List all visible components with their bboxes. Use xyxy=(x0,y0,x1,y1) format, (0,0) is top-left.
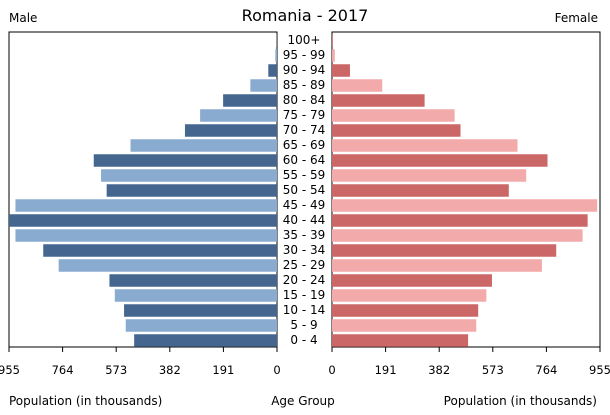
male-bar-19 xyxy=(125,319,277,332)
age-label-13: 35 - 39 xyxy=(283,228,326,242)
female-bar-18 xyxy=(332,304,479,317)
female-tick-label-0: 0 xyxy=(328,363,335,377)
male-bar-12 xyxy=(9,214,277,227)
female-bar-1 xyxy=(332,49,335,62)
female-tick-label-1: 191 xyxy=(375,363,397,377)
male-bar-17 xyxy=(114,289,277,302)
age-label-8: 60 - 64 xyxy=(283,153,326,167)
female-bar-8 xyxy=(332,154,548,167)
male-bars xyxy=(9,34,278,347)
male-axis-title: Population (in thousands) xyxy=(9,394,162,408)
female-bar-12 xyxy=(332,214,588,227)
male-bar-14 xyxy=(43,244,277,257)
center-axis-title: Age Group xyxy=(271,394,335,408)
female-tick-label-3: 573 xyxy=(482,363,504,377)
male-axis-ticks: 955 764 573 382 191 0 xyxy=(0,347,281,377)
female-side-label: Female xyxy=(555,11,598,25)
male-bar-13 xyxy=(15,229,278,242)
female-tick-label-2: 382 xyxy=(428,363,450,377)
female-bar-0 xyxy=(332,34,333,47)
male-bar-8 xyxy=(93,154,277,167)
age-label-4: 80 - 84 xyxy=(283,93,326,107)
male-bar-1 xyxy=(275,49,277,62)
age-label-0: 100+ xyxy=(288,33,321,47)
age-label-7: 65 - 69 xyxy=(283,138,326,152)
age-label-12: 40 - 44 xyxy=(283,213,326,227)
male-bar-11 xyxy=(15,199,278,212)
age-label-3: 85 - 89 xyxy=(283,78,326,92)
male-bar-7 xyxy=(130,139,277,152)
chart-title: Romania - 2017 xyxy=(242,6,369,25)
age-label-20: 0 - 4 xyxy=(290,333,317,347)
male-bar-15 xyxy=(58,259,277,272)
male-tick-label-2: 573 xyxy=(105,363,127,377)
age-label-6: 70 - 74 xyxy=(283,123,326,137)
female-bar-7 xyxy=(332,139,518,152)
male-bar-3 xyxy=(250,79,277,92)
age-label-17: 15 - 19 xyxy=(283,288,326,302)
female-bar-3 xyxy=(332,79,383,92)
age-label-14: 30 - 34 xyxy=(283,243,326,257)
female-bar-2 xyxy=(332,64,350,77)
male-bar-4 xyxy=(223,94,277,107)
female-bar-14 xyxy=(332,244,557,257)
female-bar-15 xyxy=(332,259,542,272)
male-bar-16 xyxy=(109,274,277,287)
female-bar-20 xyxy=(332,334,469,347)
male-bar-18 xyxy=(124,304,278,317)
female-bars xyxy=(332,34,598,347)
male-bar-6 xyxy=(184,124,277,137)
male-bar-9 xyxy=(101,169,277,182)
female-bar-17 xyxy=(332,289,487,302)
age-label-15: 25 - 29 xyxy=(283,258,326,272)
female-axis-title: Population (in thousands) xyxy=(444,394,597,408)
female-bar-10 xyxy=(332,184,509,197)
female-bar-9 xyxy=(332,169,527,182)
female-axis-ticks: 0 191 382 573 764 955 xyxy=(328,347,610,377)
age-label-5: 75 - 79 xyxy=(283,108,326,122)
age-label-16: 20 - 24 xyxy=(283,273,326,287)
age-label-18: 10 - 14 xyxy=(283,303,326,317)
female-tick-label-4: 764 xyxy=(535,363,557,377)
age-label-10: 50 - 54 xyxy=(283,183,326,197)
age-label-9: 55 - 59 xyxy=(283,168,326,182)
female-bar-5 xyxy=(332,109,455,122)
male-tick-label-4: 191 xyxy=(212,363,234,377)
male-tick-label-1: 764 xyxy=(52,363,74,377)
female-bar-11 xyxy=(332,199,598,212)
female-bar-4 xyxy=(332,94,425,107)
female-bar-6 xyxy=(332,124,461,137)
age-label-1: 95 - 99 xyxy=(283,48,326,62)
male-bar-2 xyxy=(268,64,277,77)
male-side-label: Male xyxy=(9,11,37,25)
female-bar-19 xyxy=(332,319,477,332)
age-label-11: 45 - 49 xyxy=(283,198,326,212)
male-bar-10 xyxy=(106,184,278,197)
male-bar-20 xyxy=(134,334,277,347)
female-tick-label-5: 955 xyxy=(589,363,610,377)
male-tick-label-3: 382 xyxy=(159,363,181,377)
female-bar-16 xyxy=(332,274,492,287)
male-tick-label-0: 955 xyxy=(0,363,20,377)
age-label-2: 90 - 94 xyxy=(283,63,326,77)
age-label-19: 5 - 9 xyxy=(290,318,317,332)
male-bar-5 xyxy=(200,109,277,122)
female-bar-13 xyxy=(332,229,583,242)
male-tick-label-5: 0 xyxy=(273,363,280,377)
